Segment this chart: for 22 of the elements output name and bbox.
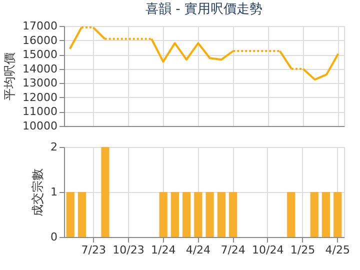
x-tick-label: 10/24: [252, 244, 284, 256]
y-tick-label: 14000: [22, 62, 58, 76]
x-tick-label: 7/24: [220, 244, 246, 256]
y-tick-label: 2: [50, 140, 58, 154]
x-tick-label: 1/25: [290, 244, 316, 256]
y-tick-label: 11000: [22, 105, 58, 118]
y-tick-label: 16000: [22, 34, 58, 47]
y-axis-title: 平均呎價: [2, 52, 17, 100]
y-tick-label: 13000: [22, 76, 58, 90]
x-tick-label: 10/23: [112, 244, 144, 256]
y-axis-title: 成交宗數: [30, 168, 44, 216]
x-tick-label: 4/24: [186, 244, 211, 256]
x-tick-label: 7/23: [81, 244, 106, 256]
y-tick-label: 1: [50, 186, 58, 198]
x-tick-label: 1/24: [150, 244, 176, 256]
y-tick-label: 12000: [22, 90, 58, 104]
y-tick-label: 17000: [22, 20, 58, 32]
y-tick-label: 0: [50, 230, 58, 244]
y-tick-label: 15000: [22, 48, 58, 62]
chart-title: 喜韻 - 實用呎價走勢: [146, 2, 262, 17]
x-tick-label: 4/25: [325, 244, 350, 256]
y-tick-label: 10000: [22, 120, 58, 132]
